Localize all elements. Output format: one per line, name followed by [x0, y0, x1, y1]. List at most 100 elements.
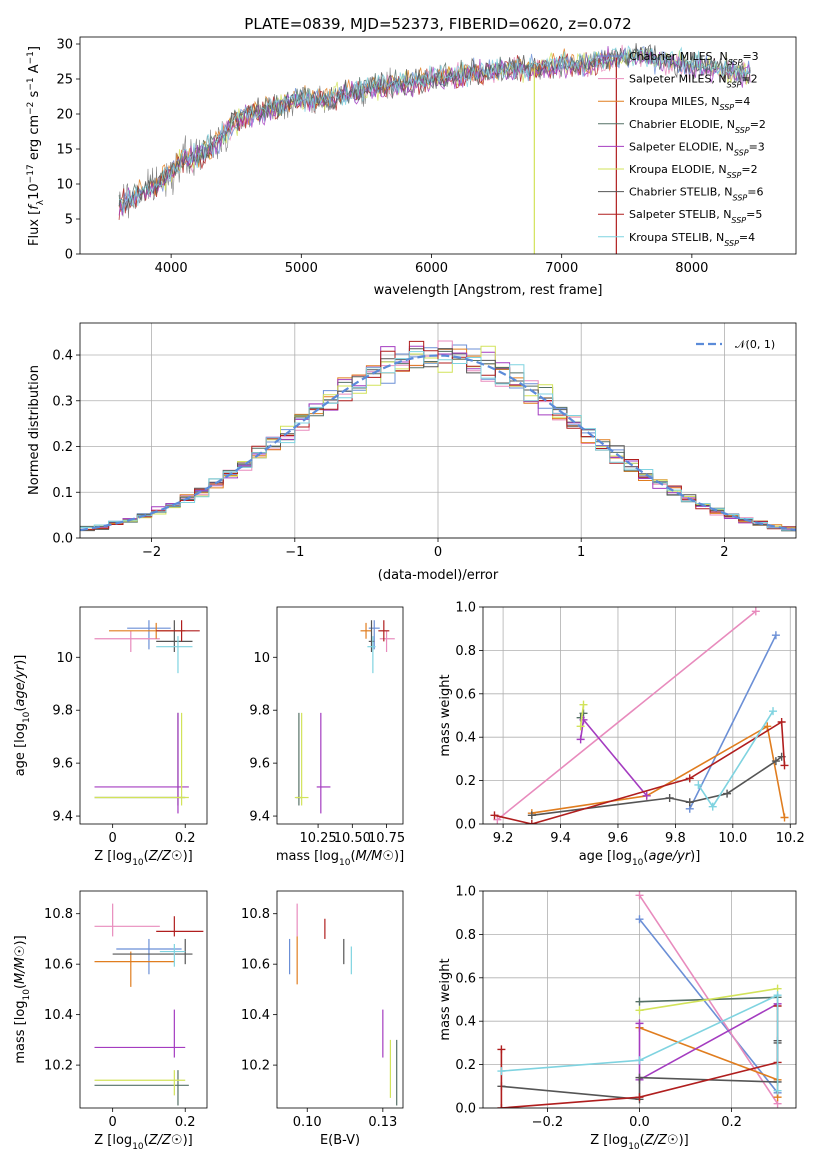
y-tick-label: 9.4	[249, 810, 270, 825]
plot-area	[289, 903, 398, 1106]
series-line	[689, 634, 777, 810]
series-marker	[635, 1093, 644, 1102]
y-tick-label: 0.6	[455, 971, 476, 986]
histogram-salpeter-stelib	[80, 340, 796, 531]
series-salpeter-elodie	[576, 715, 651, 800]
series-marker	[497, 1045, 506, 1054]
legend-entry-chabrier-miles: Chabrier MILES, NSSP=3	[629, 50, 759, 67]
point-kroupa-miles	[94, 951, 175, 987]
series-marker	[777, 718, 786, 727]
x-axis-label: age [log10(age/yr)]	[579, 849, 701, 868]
y-tick-label: 10.6	[241, 958, 270, 973]
point-salpeter-miles	[379, 630, 395, 652]
series-chabrier-stelib	[527, 752, 786, 820]
x-tick-label: 0	[109, 831, 117, 846]
series-marker	[497, 1067, 506, 1076]
y-tick-label: 1.0	[455, 601, 476, 616]
axes-frame	[79, 890, 208, 1109]
series-marker	[635, 1056, 644, 1065]
x-tick-label: 7000	[545, 261, 578, 276]
series-marker	[771, 757, 780, 766]
series-marker	[773, 991, 782, 1000]
y-tick-label: 9.6	[249, 757, 270, 772]
x-tick-label: 10.50	[334, 831, 371, 846]
x-tick-label: 1	[577, 545, 585, 560]
legend-entry-chabrier-elodie: Chabrier ELODIE, NSSP=2	[629, 118, 766, 135]
axes-frame	[79, 36, 797, 255]
x-tick-label: 0	[434, 545, 442, 560]
x-tick-label: −1	[285, 545, 304, 560]
y-tick-label: 0.4	[455, 731, 476, 746]
series-marker	[635, 1006, 644, 1015]
y-axis-label: Flux [fλ10−17 erg cm−2 s−1 A−1]	[26, 46, 46, 246]
y-tick-label: 10.8	[241, 907, 270, 922]
point-kroupa-stelib	[156, 636, 193, 674]
plot-area	[497, 891, 782, 1108]
point-kroupa-stelib	[159, 943, 186, 967]
x-tick-label: 0.0	[629, 1115, 650, 1130]
y-tick-label: 25	[56, 73, 73, 88]
point-salpeter-elodie	[316, 712, 331, 814]
y-axis-label: mass weight	[438, 674, 453, 756]
series-marker	[751, 607, 760, 616]
point-kroupa-miles	[360, 622, 372, 639]
series-marker	[685, 798, 694, 807]
y-tick-label: 0.4	[52, 349, 73, 364]
point-kroupa-stelib	[367, 636, 376, 674]
y-tick-label: 0.6	[455, 687, 476, 702]
series-line	[501, 993, 779, 1091]
point-salpeter-elodie	[94, 1009, 186, 1058]
series-marker	[769, 707, 778, 716]
series-marker	[635, 891, 644, 900]
normal-distribution-curve	[80, 354, 796, 532]
plot-area	[294, 620, 395, 814]
y-tick-label: 0.1	[52, 486, 73, 501]
x-tick-label: 0.13	[368, 1115, 397, 1130]
point-salpeter-miles	[94, 903, 160, 937]
age-vs-metallicity-panel: 0 0.2 9.4 9.6 9.8 10 Z [log10(Z/Z☉)] age [log10…	[13, 606, 208, 868]
axes-frame	[482, 890, 797, 1109]
x-tick-label: 0.10	[293, 1115, 322, 1130]
point-salpeter-elodie	[94, 712, 189, 814]
y-tick-label: 0.4	[455, 1015, 476, 1030]
point-kroupa-elodie	[294, 712, 309, 806]
point-chabrier-elodie	[94, 1070, 189, 1106]
plot-area	[490, 607, 789, 824]
y-tick-label: 0.2	[455, 1058, 476, 1073]
y-tick-label: 10	[253, 651, 270, 666]
series-marker	[685, 774, 694, 783]
series-line	[639, 1026, 779, 1098]
model-line-kroupa-stelib	[118, 45, 751, 213]
y-axis-label: mass weight	[438, 958, 453, 1040]
series-marker	[665, 793, 674, 802]
y-tick-label: 10.4	[44, 1008, 73, 1023]
series-marker	[579, 700, 588, 709]
x-tick-label: 4000	[155, 261, 188, 276]
series-kroupa-stelib	[694, 707, 778, 811]
series-marker	[635, 1019, 644, 1028]
series-marker	[780, 761, 789, 770]
x-tick-label: 9.8	[665, 831, 686, 846]
y-tick-label: 9.4	[52, 810, 73, 825]
series-kroupa-stelib	[497, 991, 782, 1095]
x-tick-label: 0.2	[175, 1115, 196, 1130]
point-chabrier-miles	[368, 620, 380, 650]
series-marker	[527, 811, 536, 820]
y-tick-label: 0.0	[52, 532, 73, 547]
series-line	[639, 987, 778, 1012]
x-axis-label: wavelength [Angstrom, rest frame]	[374, 283, 603, 298]
y-tick-label: 9.6	[52, 757, 73, 772]
mass-vs-extinction-panel: 0.10 0.13 10.2 10.4 10.6 10.8 E(B-V)	[241, 890, 404, 1148]
legend-entry-kroupa-stelib: Kroupa STELIB, NSSP=4	[629, 231, 755, 248]
y-tick-label: 10	[56, 178, 73, 193]
series-kroupa-elodie	[576, 700, 588, 731]
series-marker	[642, 791, 651, 800]
spectrum-legend: Chabrier MILES, NSSP=3 Salpeter MILES, NS…	[598, 50, 766, 247]
series-line	[638, 918, 779, 1094]
x-tick-label: 9.2	[493, 831, 514, 846]
y-tick-label: 0.0	[455, 1102, 476, 1117]
axes-frame	[276, 606, 404, 825]
point-salpeter-stelib	[378, 620, 390, 642]
